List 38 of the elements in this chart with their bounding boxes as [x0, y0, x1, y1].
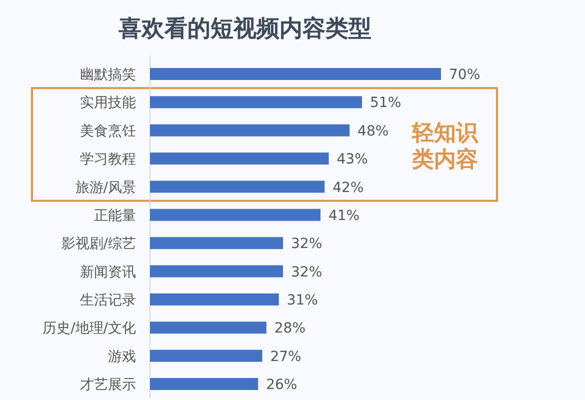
data-label: 41% — [328, 208, 360, 224]
y-tick-label: 实用技能 — [80, 95, 136, 112]
y-tick-label: 幽默搞笑 — [80, 67, 136, 84]
y-tick-label: 生活记录 — [80, 292, 136, 308]
bar — [150, 208, 320, 221]
data-label: 28% — [274, 320, 306, 337]
bar — [150, 152, 329, 165]
data-label: 51% — [370, 95, 402, 112]
y-tick-label: 游戏 — [108, 348, 136, 365]
y-tick-label: 新闻资讯 — [80, 264, 136, 280]
data-label: 32% — [291, 236, 322, 252]
y-tick-label: 才艺展示 — [80, 377, 136, 394]
data-label: 48% — [358, 123, 389, 140]
y-tick-label: 学习教程 — [80, 152, 136, 168]
bar — [150, 237, 284, 250]
chart-title: 喜欢看的短视频内容类型 — [118, 15, 372, 42]
data-label: 31% — [286, 292, 318, 308]
bar — [150, 350, 262, 362]
bar — [150, 265, 284, 278]
data-label: 26% — [266, 377, 298, 394]
y-tick-label: 旅游/风景 — [75, 180, 136, 196]
data-label: 32% — [291, 264, 322, 280]
data-label: 27% — [270, 348, 302, 365]
data-label: 43% — [336, 152, 368, 168]
bar — [150, 293, 279, 306]
bar — [150, 68, 441, 80]
bar — [150, 322, 266, 334]
bar — [150, 96, 362, 108]
bar — [150, 378, 258, 390]
y-tick-label: 影视剧/综艺 — [61, 236, 136, 252]
bar — [150, 180, 325, 193]
y-tick-label: 历史/地理/文化 — [42, 320, 136, 337]
bar — [150, 124, 350, 136]
data-label: 70% — [449, 67, 480, 84]
data-label: 42% — [332, 180, 364, 196]
y-tick-label: 美食烹饪 — [80, 123, 136, 140]
annotation: 轻知识类内容 — [411, 121, 479, 172]
y-tick-label: 正能量 — [94, 208, 136, 224]
